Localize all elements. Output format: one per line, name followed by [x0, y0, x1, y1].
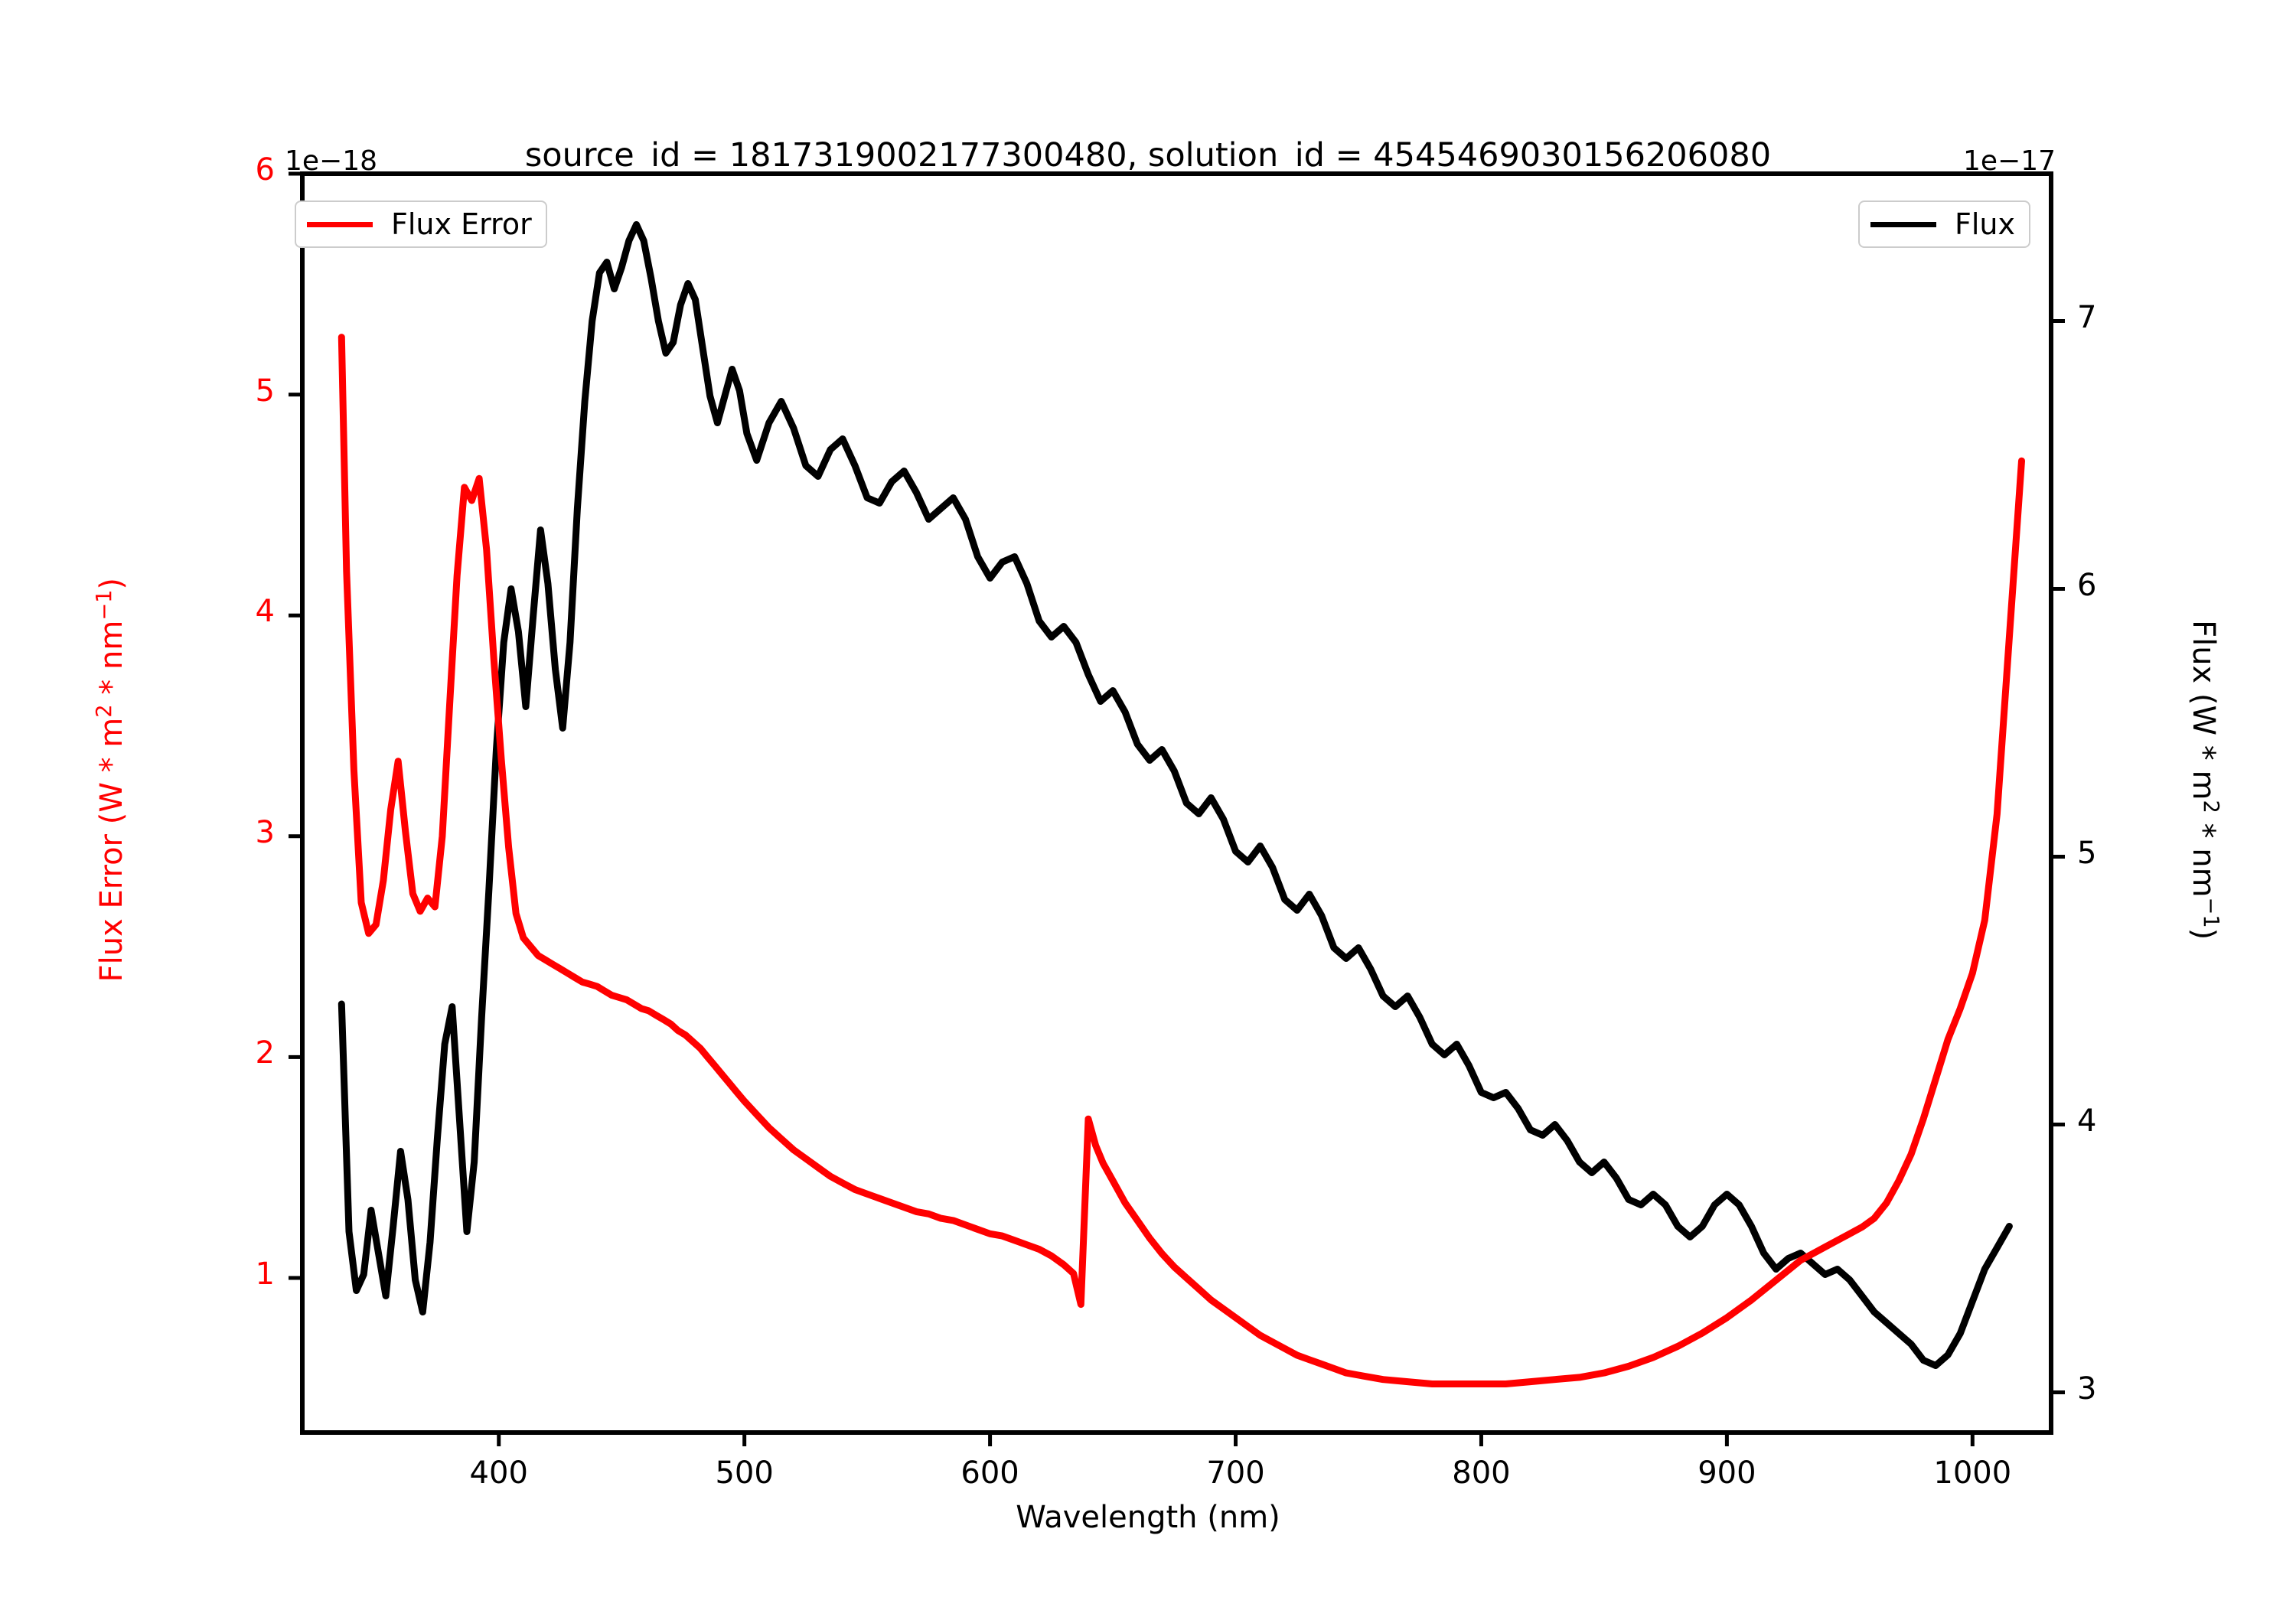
- left-axis-offset-text: 1e−18: [285, 145, 378, 177]
- legend-label-flux: Flux: [1955, 207, 2015, 241]
- left-tick-label: 1: [255, 1256, 275, 1292]
- right-tick-label: 7: [2077, 299, 2097, 335]
- x-tick-label: 400: [469, 1455, 528, 1491]
- x-tick-label: 900: [1698, 1455, 1756, 1491]
- right-tick-label: 6: [2077, 567, 2097, 603]
- tick-marks: [289, 171, 2065, 1446]
- legend-flux-error[interactable]: Flux Error: [295, 200, 547, 248]
- axes-frame: [300, 171, 2053, 1435]
- x-tick-label: 600: [960, 1455, 1019, 1491]
- right-tick-label: 4: [2077, 1103, 2097, 1139]
- series-line-flux-error: [338, 334, 2025, 1387]
- x-tick-label: 500: [715, 1455, 774, 1491]
- x-axis-label: Wavelength (nm): [1016, 1500, 1280, 1535]
- legend-flux[interactable]: Flux: [1858, 200, 2030, 248]
- x-tick-label: 1000: [1933, 1455, 2012, 1491]
- right-axis-offset-text: 1e−17: [1963, 145, 2056, 177]
- left-tick-label: 3: [255, 814, 275, 850]
- left-tick-label: 6: [255, 152, 275, 187]
- series-line-flux: [338, 221, 2013, 1369]
- legend-swatch-flux: [1870, 221, 1936, 227]
- right-y-axis-label: Flux (W * m2 * nm−1): [2185, 620, 2223, 940]
- right-tick-label: 3: [2077, 1371, 2097, 1407]
- left-tick-label: 2: [255, 1035, 275, 1071]
- right-tick-label: 5: [2077, 835, 2097, 871]
- legend-label-flux-error: Flux Error: [391, 207, 532, 241]
- x-tick-label: 800: [1452, 1455, 1511, 1491]
- left-tick-label: 5: [255, 373, 275, 409]
- legend-swatch-flux-error: [307, 221, 373, 227]
- left-tick-label: 4: [255, 594, 275, 630]
- page-title: source_id = 1817319002177300480, solutio…: [524, 136, 1772, 174]
- x-tick-label: 700: [1206, 1455, 1265, 1491]
- left-y-axis-label: Flux Error (W * m2 * nm−1): [92, 577, 130, 983]
